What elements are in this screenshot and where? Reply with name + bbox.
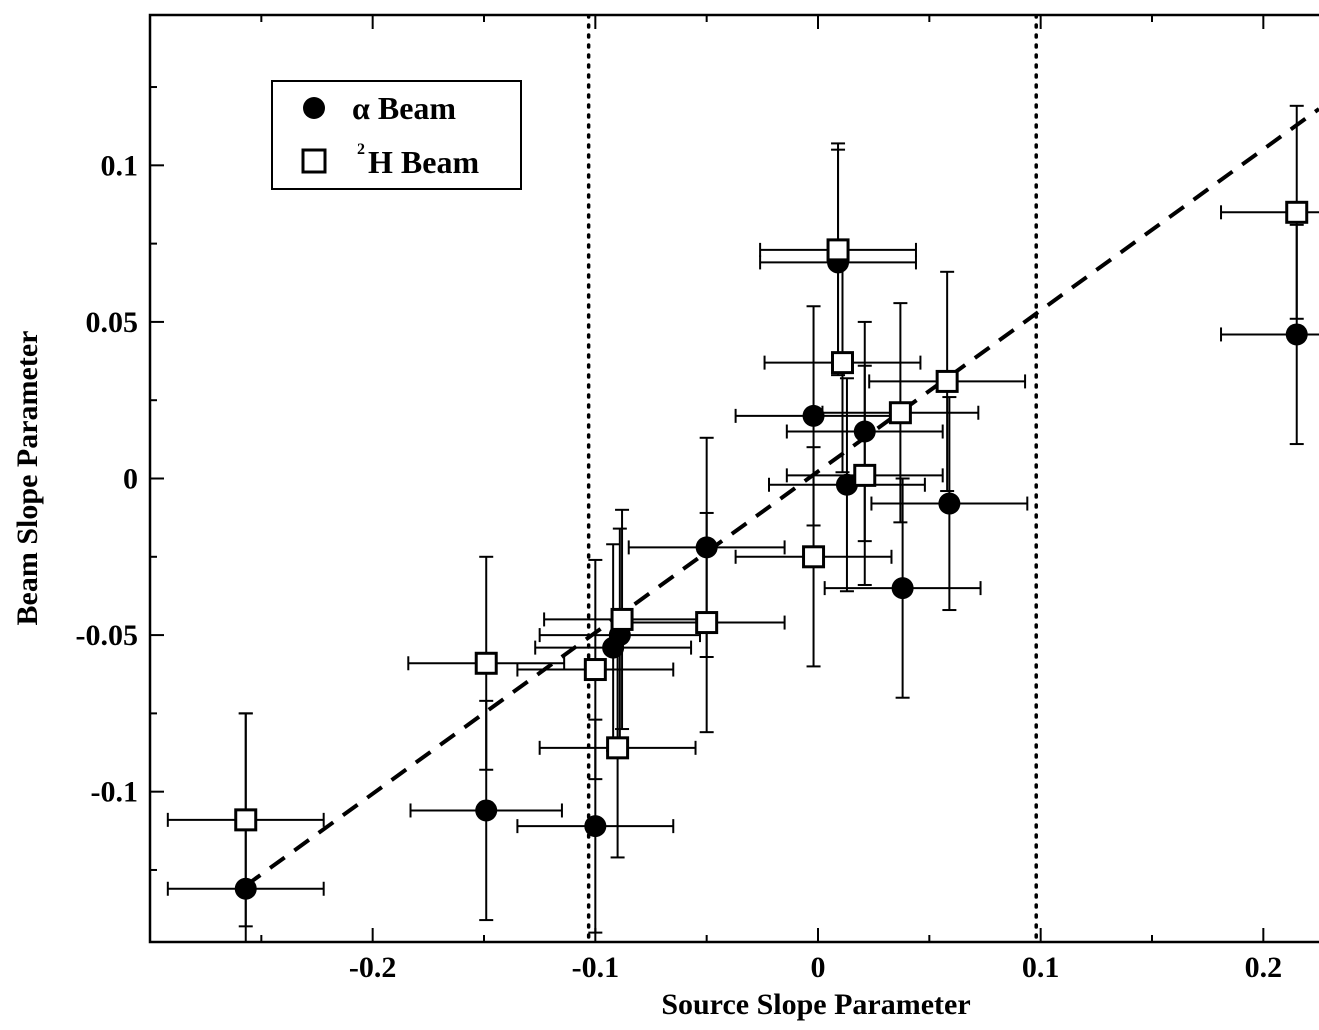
alpha-beam-point [584,815,607,838]
alpha-beam-point [835,473,858,496]
deuteron-beam-point [802,545,826,569]
x-tick-label: -0.1 [572,951,620,984]
deuteron-beam-point [935,369,959,393]
alpha-beam-point [1285,323,1308,346]
alpha-beam-point [695,536,718,559]
deuteron-beam-point [853,463,877,487]
deuteron-beam-point [888,401,912,425]
y-tick-label: 0 [123,463,138,496]
legend-deuteron-marker [301,148,327,174]
axis-ticks: -0.2 -0.1 0 0.1 0.2 -0.1 -0.05 0 0.05 0.1 [76,15,1283,984]
alpha-beam-point [891,577,914,600]
deuteron-beam-point [234,808,258,832]
x-axis-title: Source Slope Parameter [661,988,970,1021]
alpha-beam-point [802,404,825,427]
y-tick-label: -0.05 [76,619,139,652]
deuteron-beam-point [1285,200,1309,224]
plot-marks [166,15,1319,942]
y-tick-label: 0.1 [101,149,139,182]
deuteron-beam-point [606,736,630,760]
fit-line [244,107,1319,888]
y-tick-label: -0.1 [91,776,139,809]
deuteron-beam-point [610,607,634,631]
deuteron-beam-point [474,651,498,675]
plot-area [166,15,1319,942]
x-tick-label: -0.2 [349,951,397,984]
deuteron-beam-point [583,658,607,682]
legend-alpha-label: α Beam [352,90,456,126]
legend-deuteron-superscript: 2 [357,141,365,158]
legend-deuteron-label: H Beam [368,144,479,180]
deuteron-beam-point [695,611,719,635]
alpha-beam-point [234,877,257,900]
deuteron-beam-point [830,351,854,375]
x-tick-label: 0.1 [1022,951,1060,984]
legend: α Beam 2 H Beam [271,80,522,190]
y-tick-label: 0.05 [86,306,139,339]
alpha-beam-point [938,492,961,515]
alpha-beam-point [475,799,498,822]
deuteron-beam-point [826,238,850,262]
x-tick-label: 0.2 [1245,951,1283,984]
y-axis-title: Beam Slope Parameter [11,331,44,626]
legend-alpha-marker [303,97,325,119]
alpha-beam-point [853,420,876,443]
x-tick-label: 0 [811,951,826,984]
